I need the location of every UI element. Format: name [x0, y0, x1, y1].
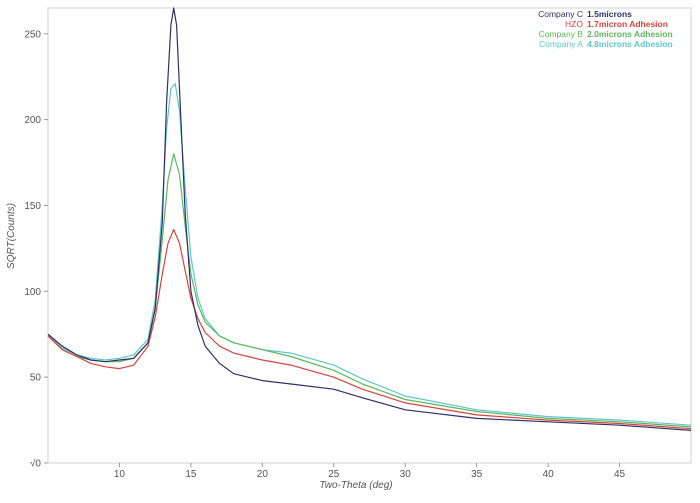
- y-tick-label: 250: [24, 29, 41, 40]
- legend-series-desc: 4.8microns Adhesion: [587, 39, 673, 49]
- x-axis-title: Two-Theta (deg): [319, 480, 392, 491]
- series-line-2: [47, 153, 692, 428]
- legend-series-name: Company B: [539, 29, 584, 39]
- legend-series-name: Company C: [538, 9, 583, 19]
- legend-series-name: Company A: [539, 39, 583, 49]
- y-tick-label: 200: [24, 115, 41, 126]
- plot-area: [47, 7, 692, 464]
- x-tick-label: 20: [257, 469, 269, 480]
- legend-series-desc: 1.5microns: [587, 9, 632, 19]
- x-tick-label: 35: [471, 469, 483, 480]
- legend: Company C 1.5microns HZO 1.7micron Adhesion…: [538, 9, 673, 49]
- legend-series-name: HZO: [565, 19, 583, 29]
- x-tick-label: 10: [114, 469, 126, 480]
- x-tick-label: 15: [185, 469, 197, 480]
- series-layer: [47, 7, 692, 431]
- x-axis: 10 15 20 25 30 35 40 45: [114, 463, 626, 480]
- y-axis: √0 50 100 150 200 250: [24, 29, 48, 470]
- series-line-3: [47, 82, 692, 426]
- y-tick-label: 150: [24, 201, 41, 212]
- y-tick-label: 50: [30, 373, 42, 384]
- series-line-0: [47, 7, 692, 431]
- x-tick-label: 40: [543, 469, 555, 480]
- x-tick-label: 45: [614, 469, 626, 480]
- x-tick-label: 25: [328, 469, 340, 480]
- legend-series-desc: 1.7micron Adhesion: [587, 19, 668, 29]
- y-tick-label: 100: [24, 287, 41, 298]
- series-line-1: [47, 228, 692, 430]
- y-tick-label: √0: [30, 458, 41, 470]
- x-tick-label: 30: [400, 469, 412, 480]
- legend-series-desc: 2.0microns Adhesion: [587, 29, 673, 39]
- y-axis-title: SQRT(Counts): [6, 203, 17, 269]
